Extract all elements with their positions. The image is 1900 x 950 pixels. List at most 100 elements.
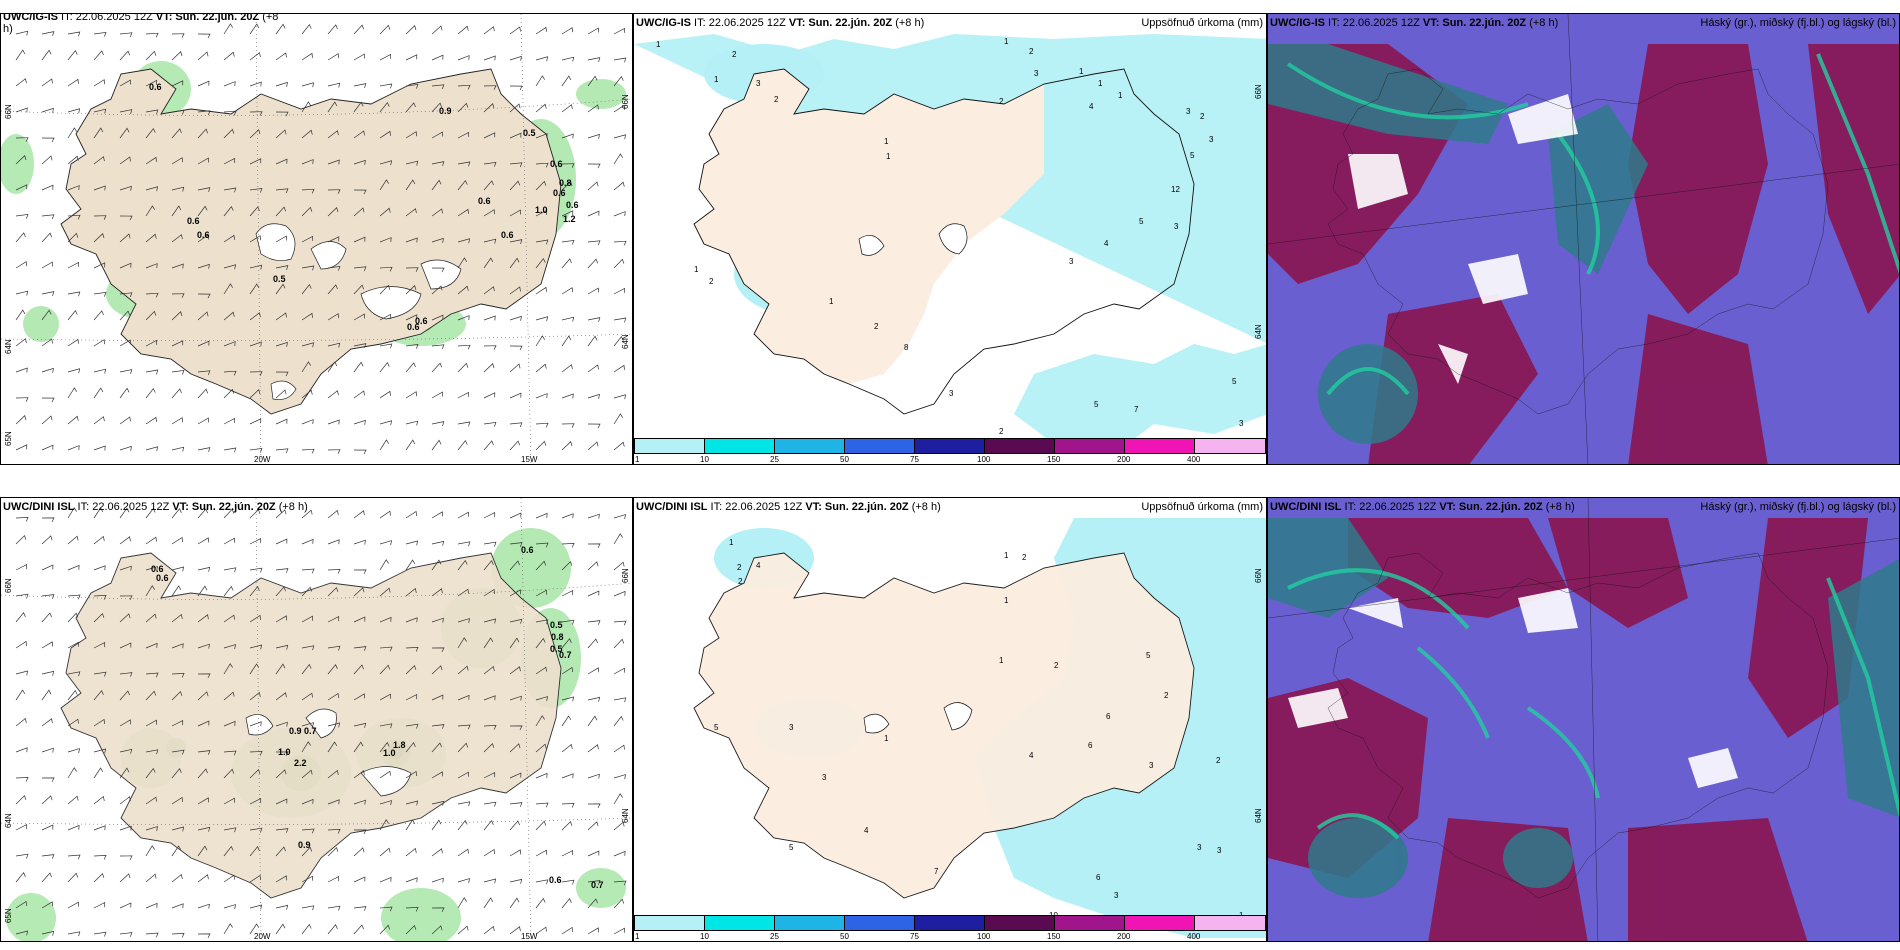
wind-barb bbox=[171, 768, 182, 779]
lead-time: (+8 h) bbox=[1526, 17, 1559, 29]
wind-barb bbox=[301, 828, 315, 834]
wind-barb bbox=[327, 846, 339, 857]
wind-barb bbox=[171, 690, 183, 701]
wind-value: 1.2 bbox=[563, 214, 576, 224]
wind-barb bbox=[457, 102, 469, 113]
wind-barb bbox=[405, 102, 416, 113]
wind-barb bbox=[353, 284, 365, 295]
wind-barb bbox=[327, 924, 338, 935]
wind-barb bbox=[67, 535, 79, 545]
wind-barb bbox=[197, 51, 209, 61]
wind-barb bbox=[145, 369, 159, 375]
cloud-panel-row1: UWC/IG-IS IT: 22.06.2025 12Z VT: Sun. 22… bbox=[1267, 13, 1900, 465]
wind-barb bbox=[613, 638, 625, 649]
wind-barb bbox=[327, 616, 340, 623]
wind-value: 0.5 bbox=[550, 644, 563, 654]
colorbar-swatch bbox=[1194, 915, 1266, 931]
wind-barb bbox=[93, 690, 104, 701]
wind-barb bbox=[93, 931, 107, 937]
valid-time: VT: Sun. 22.jún. 20Z bbox=[788, 17, 893, 29]
wind-barb bbox=[197, 673, 211, 679]
wind-barb bbox=[275, 568, 289, 573]
precip-value: 1 bbox=[886, 152, 891, 161]
wind-barb bbox=[457, 344, 471, 350]
wind-barb bbox=[145, 845, 155, 857]
wind-barb bbox=[171, 157, 183, 165]
wind-barb bbox=[587, 57, 601, 62]
wind-barb bbox=[119, 873, 131, 883]
wind-barb bbox=[275, 235, 288, 243]
wind-barb bbox=[509, 820, 520, 831]
precip-value: 5 bbox=[1139, 217, 1144, 226]
wind-barb bbox=[457, 285, 469, 295]
wind-barb bbox=[353, 616, 366, 623]
wind-barb bbox=[535, 393, 548, 399]
wind-barb bbox=[41, 594, 55, 599]
wind-barb bbox=[249, 264, 263, 270]
wind-barb bbox=[301, 692, 313, 701]
wind-barb bbox=[275, 371, 289, 377]
wind-barb bbox=[535, 363, 547, 373]
wind-barb bbox=[587, 75, 598, 87]
wind-barb bbox=[535, 637, 546, 649]
wind-barb bbox=[275, 875, 287, 883]
wind-barb bbox=[41, 777, 55, 783]
wind-barb bbox=[353, 847, 365, 857]
wind-barb bbox=[145, 263, 158, 269]
wind-barb bbox=[561, 104, 573, 113]
wind-barb bbox=[301, 342, 315, 348]
wind-barb bbox=[483, 363, 495, 373]
wind-barb bbox=[41, 901, 53, 909]
precip-value: 3 bbox=[789, 723, 794, 732]
wind-barb bbox=[379, 906, 393, 912]
precip-value: 7 bbox=[934, 867, 939, 876]
wind-barb bbox=[405, 924, 417, 935]
wind-barb bbox=[275, 615, 287, 623]
wind-barb bbox=[93, 127, 104, 139]
wind-barb bbox=[275, 798, 288, 805]
wind-barb bbox=[171, 109, 185, 115]
panel-title: UWC/IG-IS IT: 22.06.2025 12Z VT: Sun. 22… bbox=[3, 14, 278, 35]
wind-barb bbox=[353, 510, 365, 519]
precip-value: 3 bbox=[1209, 135, 1214, 144]
wind-barb bbox=[67, 214, 81, 220]
wind-barb bbox=[405, 664, 417, 675]
wind-barb bbox=[613, 715, 624, 727]
precip-value: 3 bbox=[822, 773, 827, 782]
wind-barb bbox=[613, 898, 625, 909]
wind-barb bbox=[327, 284, 338, 295]
wind-barb bbox=[405, 285, 417, 295]
wind-barb bbox=[613, 533, 623, 545]
wind-barb bbox=[249, 371, 263, 376]
precip-panel-row2: UWC/DINI ISL IT: 22.06.2025 12Z VT: Sun.… bbox=[633, 497, 1267, 942]
wind-barb bbox=[275, 448, 289, 454]
wind-barb bbox=[535, 180, 547, 191]
wind-barb bbox=[483, 132, 496, 139]
wind-barb bbox=[249, 614, 261, 623]
wind-barb bbox=[145, 416, 157, 425]
wind-barb bbox=[145, 826, 158, 832]
wind-barb bbox=[145, 156, 157, 165]
wind-barb bbox=[535, 696, 548, 702]
precip-value: 2 bbox=[874, 322, 879, 331]
wind-value: 0.6 bbox=[549, 875, 562, 885]
colorbar-tick: 200 bbox=[1117, 932, 1131, 941]
panel-title: UWC/DINI ISL IT: 22.06.2025 12Z VT: Sun.… bbox=[1270, 501, 1575, 513]
precip-value: 2 bbox=[999, 97, 1004, 106]
wind-barb bbox=[379, 179, 389, 191]
wind-barb bbox=[249, 418, 262, 425]
wind-barb bbox=[93, 416, 105, 425]
wind-barb bbox=[561, 926, 573, 935]
wind-barb bbox=[171, 643, 184, 649]
wind-barb bbox=[483, 315, 496, 321]
wind-barb bbox=[535, 820, 547, 831]
wind-barb bbox=[67, 594, 81, 600]
wind-barb bbox=[67, 127, 77, 139]
wind-barb bbox=[457, 801, 471, 807]
wind-barb bbox=[171, 369, 185, 375]
wind-barb bbox=[275, 81, 288, 87]
wind-barb bbox=[171, 796, 183, 805]
wind-barb bbox=[587, 927, 599, 935]
wind-barb bbox=[67, 718, 79, 727]
wind-barb bbox=[171, 536, 183, 545]
